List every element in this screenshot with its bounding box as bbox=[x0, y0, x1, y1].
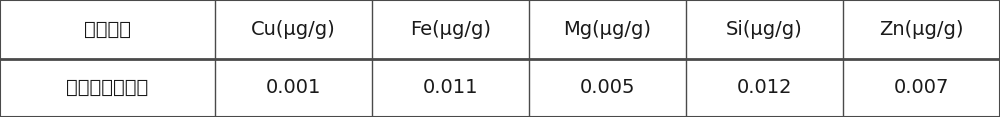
Text: Zn(μg/g): Zn(μg/g) bbox=[879, 20, 964, 39]
Text: 0.007: 0.007 bbox=[894, 78, 949, 97]
Text: 第一次测试结果: 第一次测试结果 bbox=[66, 78, 149, 97]
Text: 0.001: 0.001 bbox=[266, 78, 321, 97]
Text: Si(μg/g): Si(μg/g) bbox=[726, 20, 803, 39]
Text: 杂质元素: 杂质元素 bbox=[84, 20, 131, 39]
Text: 0.011: 0.011 bbox=[423, 78, 478, 97]
Text: Fe(μg/g): Fe(μg/g) bbox=[410, 20, 491, 39]
Text: 0.012: 0.012 bbox=[737, 78, 792, 97]
Text: Cu(μg/g): Cu(μg/g) bbox=[251, 20, 336, 39]
Text: 0.005: 0.005 bbox=[580, 78, 635, 97]
Text: Mg(μg/g): Mg(μg/g) bbox=[564, 20, 652, 39]
